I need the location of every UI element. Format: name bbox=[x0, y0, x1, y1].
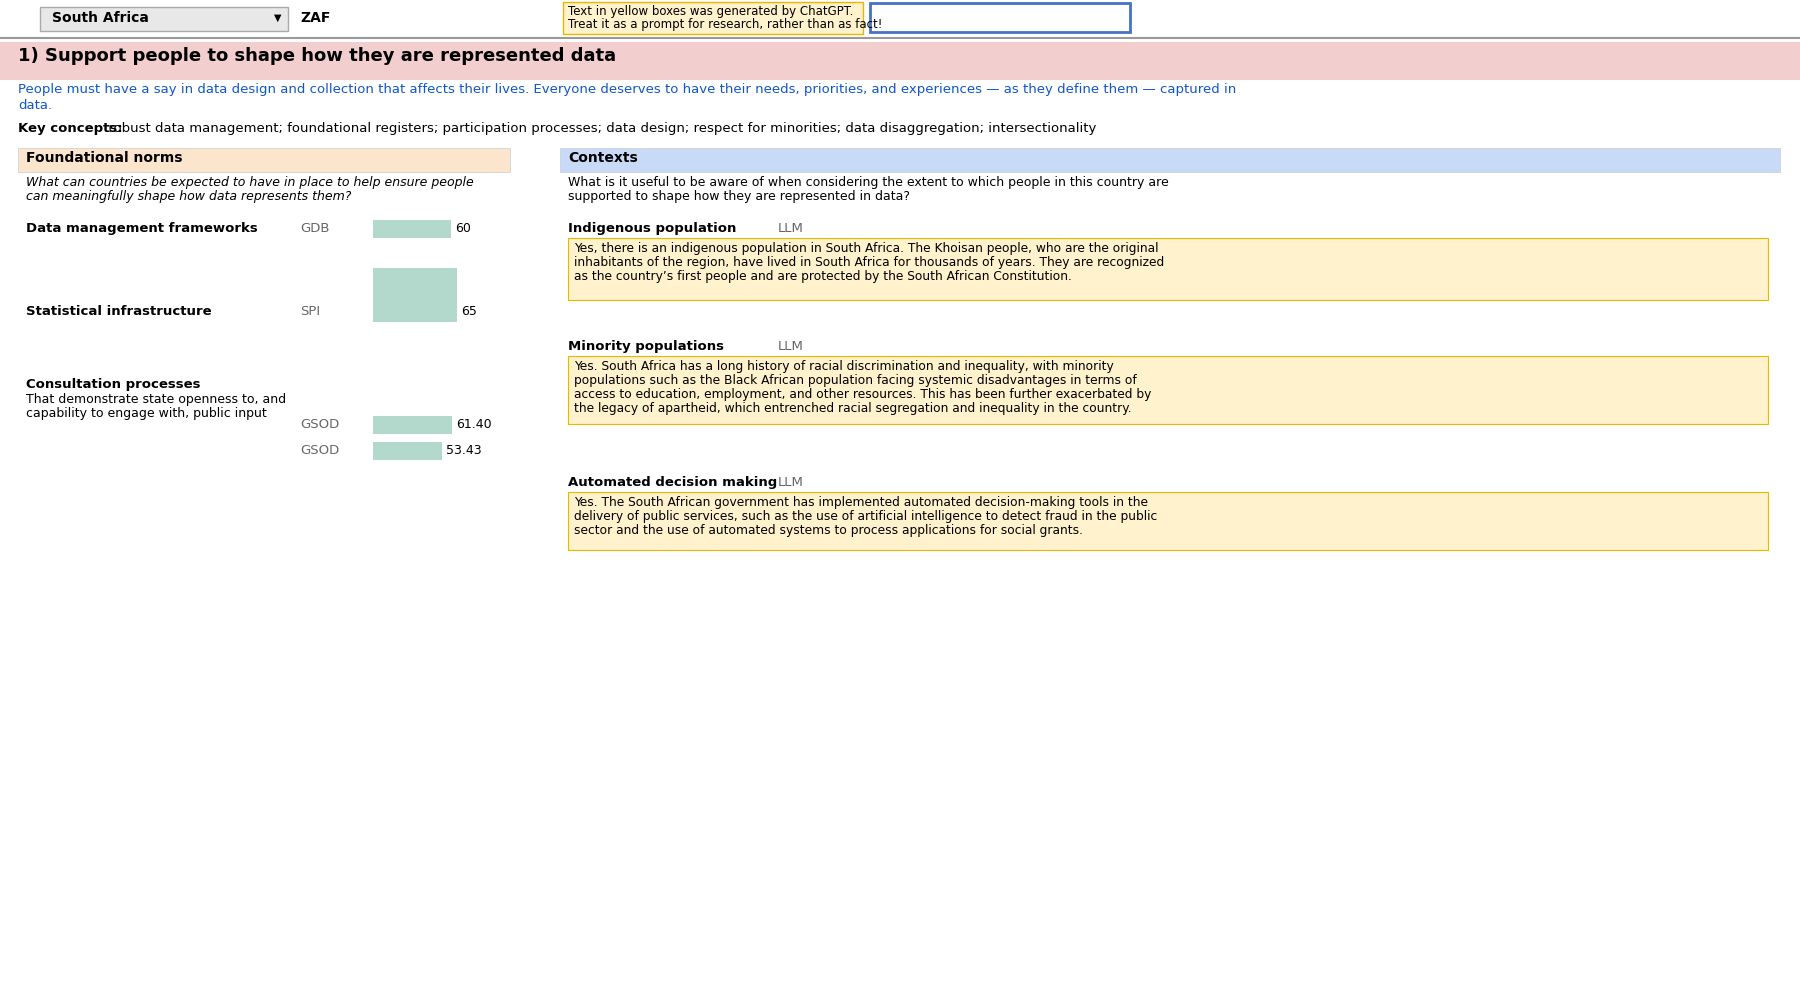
Text: 65: 65 bbox=[461, 305, 477, 318]
Text: inhabitants of the region, have lived in South Africa for thousands of years. Th: inhabitants of the region, have lived in… bbox=[574, 256, 1165, 269]
Text: South Africa: South Africa bbox=[52, 11, 149, 25]
Text: Data management frameworks: Data management frameworks bbox=[25, 222, 257, 235]
Text: supported to shape how they are represented in data?: supported to shape how they are represen… bbox=[569, 190, 911, 203]
Text: ▼: ▼ bbox=[274, 13, 283, 23]
Text: GSOD: GSOD bbox=[301, 418, 338, 431]
Text: Text in yellow boxes was generated by ChatGPT.: Text in yellow boxes was generated by Ch… bbox=[569, 5, 853, 18]
Bar bbox=[560, 148, 1780, 172]
Text: Contexts: Contexts bbox=[569, 151, 637, 165]
Text: Indigenous population: Indigenous population bbox=[569, 222, 736, 235]
Text: access to education, employment, and other resources. This has been further exac: access to education, employment, and oth… bbox=[574, 388, 1152, 401]
Text: 60: 60 bbox=[455, 222, 472, 235]
Text: Consultation processes: Consultation processes bbox=[25, 378, 200, 391]
Bar bbox=[0, 0, 1800, 38]
Bar bbox=[373, 268, 457, 322]
Text: Yes. The South African government has implemented automated decision-making tool: Yes. The South African government has im… bbox=[574, 496, 1148, 509]
Bar bbox=[869, 3, 1130, 32]
Text: capability to engage with, public input: capability to engage with, public input bbox=[25, 407, 266, 420]
Bar bbox=[40, 7, 288, 31]
Text: 53.43: 53.43 bbox=[446, 444, 482, 457]
Text: SPI: SPI bbox=[301, 305, 320, 318]
Text: sector and the use of automated systems to process applications for social grant: sector and the use of automated systems … bbox=[574, 524, 1084, 537]
Text: LLM: LLM bbox=[778, 476, 805, 489]
Text: 61.40: 61.40 bbox=[455, 418, 491, 431]
Text: Yes. South Africa has a long history of racial discrimination and inequality, wi: Yes. South Africa has a long history of … bbox=[574, 360, 1114, 373]
Text: populations such as the Black African population facing systemic disadvantages i: populations such as the Black African po… bbox=[574, 374, 1138, 387]
Bar bbox=[569, 492, 1768, 550]
Bar bbox=[569, 356, 1768, 424]
Text: What is it useful to be aware of when considering the extent to which people in : What is it useful to be aware of when co… bbox=[569, 176, 1168, 189]
Bar bbox=[373, 220, 452, 238]
Text: data.: data. bbox=[18, 99, 52, 112]
Text: That demonstrate state openness to, and: That demonstrate state openness to, and bbox=[25, 393, 286, 406]
Bar bbox=[569, 238, 1768, 300]
Text: Automated decision making: Automated decision making bbox=[569, 476, 778, 489]
Text: robust data management; foundational registers; participation processes; data de: robust data management; foundational reg… bbox=[104, 122, 1096, 135]
Text: Key concepts:: Key concepts: bbox=[18, 122, 122, 135]
Text: 1) Support people to shape how they are represented data: 1) Support people to shape how they are … bbox=[18, 47, 616, 65]
Text: Yes, there is an indigenous population in South Africa. The Khoisan people, who : Yes, there is an indigenous population i… bbox=[574, 242, 1159, 255]
Text: LLM: LLM bbox=[778, 222, 805, 235]
Text: can meaningfully shape how data represents them?: can meaningfully shape how data represen… bbox=[25, 190, 351, 203]
Text: What can countries be expected to have in place to help ensure people: What can countries be expected to have i… bbox=[25, 176, 473, 189]
Text: LLM: LLM bbox=[778, 340, 805, 353]
Bar bbox=[18, 148, 509, 172]
Bar bbox=[563, 2, 862, 34]
Bar bbox=[373, 442, 443, 460]
Text: GDB: GDB bbox=[301, 222, 329, 235]
Text: the legacy of apartheid, which entrenched racial segregation and inequality in t: the legacy of apartheid, which entrenche… bbox=[574, 402, 1132, 415]
Text: GSOD: GSOD bbox=[301, 444, 338, 457]
Text: Statistical infrastructure: Statistical infrastructure bbox=[25, 305, 212, 318]
Bar bbox=[373, 416, 452, 434]
Text: as the country’s first people and are protected by the South African Constitutio: as the country’s first people and are pr… bbox=[574, 270, 1071, 283]
Text: Treat it as a prompt for research, rather than as fact!: Treat it as a prompt for research, rathe… bbox=[569, 18, 882, 31]
Text: ZAF: ZAF bbox=[301, 11, 331, 25]
Text: People must have a say in data design and collection that affects their lives. E: People must have a say in data design an… bbox=[18, 83, 1237, 96]
Text: Minority populations: Minority populations bbox=[569, 340, 724, 353]
Text: delivery of public services, such as the use of artificial intelligence to detec: delivery of public services, such as the… bbox=[574, 510, 1157, 523]
Bar bbox=[0, 42, 1800, 80]
Text: Foundational norms: Foundational norms bbox=[25, 151, 182, 165]
